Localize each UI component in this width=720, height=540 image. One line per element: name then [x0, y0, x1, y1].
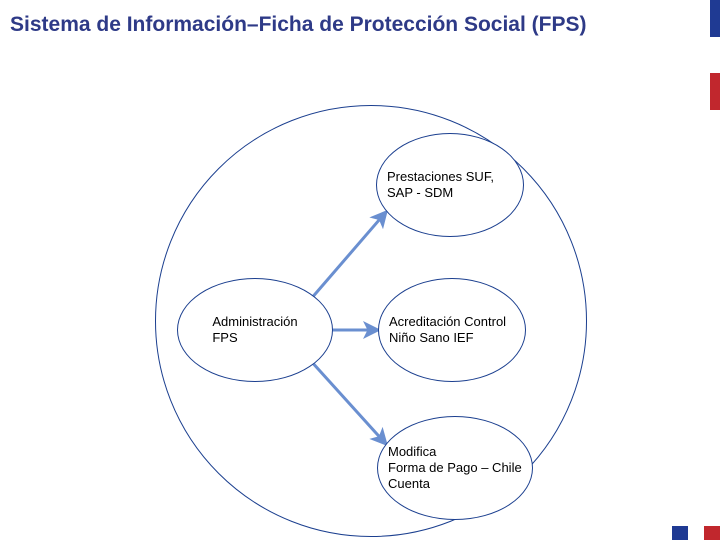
node-label: Modifica Forma de Pago – Chile Cuenta — [378, 444, 532, 493]
page-title: Sistema de Información–Ficha de Protecci… — [10, 12, 630, 38]
node-modifica: Modifica Forma de Pago – Chile Cuenta — [377, 416, 533, 520]
node-label: Acreditación Control Niño Sano IEF — [379, 314, 525, 347]
node-prestaciones: Prestaciones SUF, SAP - SDM — [376, 133, 524, 237]
node-acreditacion: Acreditación Control Niño Sano IEF — [378, 278, 526, 382]
node-label: Administración FPS — [202, 314, 307, 347]
flag-stripe-bottom — [672, 526, 720, 540]
node-label: Prestaciones SUF, SAP - SDM — [377, 169, 523, 202]
node-administracion-fps: Administración FPS — [177, 278, 333, 382]
flag-stripe-right — [710, 0, 720, 110]
